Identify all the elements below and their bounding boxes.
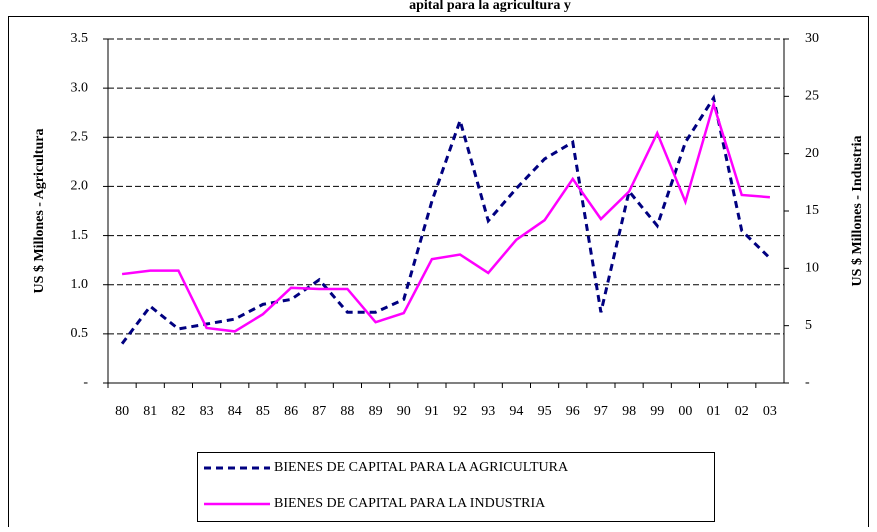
x-tick-label: 01 (707, 404, 721, 419)
y-axis-label: US $ Millones - Agricultura (32, 129, 47, 294)
y-tick-label: 3.0 (71, 80, 89, 95)
legend (197, 452, 715, 522)
y-tick-label: 2.0 (71, 179, 89, 194)
y2-tick-label: 15 (805, 203, 819, 218)
x-tick-label: 92 (453, 404, 467, 419)
x-tick-label: 02 (735, 404, 749, 419)
y-tick-label: 1.5 (71, 228, 89, 243)
x-tick-label: 99 (650, 404, 664, 419)
x-tick-label: 88 (340, 404, 354, 419)
y-tick-label: 0.5 (71, 326, 89, 341)
y2-tick-label: 25 (805, 89, 819, 104)
series-line (120, 94, 771, 345)
x-tick-label: 00 (678, 404, 692, 419)
x-tick-label: 93 (481, 404, 495, 419)
x-tick-label: 87 (312, 404, 326, 419)
y-tick-label: 1.0 (71, 277, 89, 292)
x-tick-label: 80 (115, 404, 129, 419)
x-tick-label: 82 (171, 404, 185, 419)
x-tick-label: 95 (538, 404, 552, 419)
x-tick-label: 96 (566, 404, 580, 419)
chart-border (8, 16, 869, 532)
y2-tick-label: 5 (805, 318, 812, 333)
x-tick-label: 97 (594, 404, 608, 419)
x-tick-label: 81 (143, 404, 157, 419)
x-tick-label: 94 (509, 404, 523, 419)
y-tick-label: 3.5 (71, 31, 89, 46)
legend-label: BIENES DE CAPITAL PARA LA AGRICULTURA (274, 460, 569, 475)
y2-tick-label: 30 (805, 31, 819, 46)
y-tick-label: - (83, 375, 88, 390)
y2-axis-label: US $ Millones - Industria (850, 136, 865, 287)
y2-tick-label: 10 (805, 261, 819, 276)
x-tick-label: 86 (284, 404, 298, 419)
x-tick-label: 85 (256, 404, 270, 419)
x-tick-label: 89 (369, 404, 383, 419)
legend-label: BIENES DE CAPITAL PARA LA INDUSTRIA (274, 496, 546, 511)
x-tick-label: 98 (622, 404, 636, 419)
y2-tick-label: 20 (805, 146, 819, 161)
x-tick-label: 91 (425, 404, 439, 419)
x-tick-label: 90 (397, 404, 411, 419)
x-tick-label: 83 (200, 404, 214, 419)
chart-title: apital para la agricultura y (409, 0, 571, 13)
series-line (121, 100, 771, 333)
x-tick-label: 84 (228, 404, 242, 419)
y2-tick-label: - (805, 375, 810, 390)
x-tick-label: 03 (763, 404, 777, 419)
y-tick-label: 2.5 (71, 130, 89, 145)
